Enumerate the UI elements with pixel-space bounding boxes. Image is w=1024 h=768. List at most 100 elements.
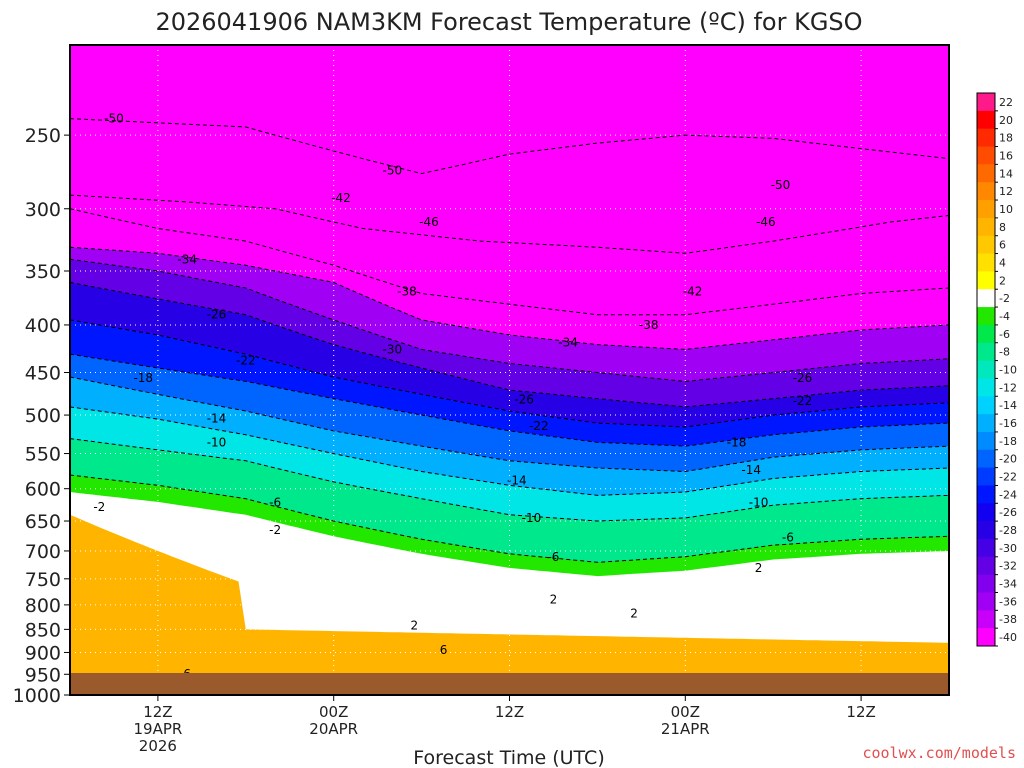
- credit-text: coolwx.com/models: [862, 744, 1016, 762]
- isotherm-label: -10: [522, 511, 542, 525]
- colorbar-label: 16: [999, 149, 1013, 162]
- x-tick-label: 00Z: [319, 703, 348, 721]
- plot-area: -50-50-50-42-46 -46-34-38 -42-26-38-34-30-…: [70, 45, 949, 695]
- isotherm--50: [70, 118, 949, 175]
- colorbar-swatch: [977, 538, 995, 558]
- colorbar-swatch: [977, 164, 995, 183]
- colorbar-swatch: [977, 556, 995, 576]
- chart-title: 2026041906 NAM3KM Forecast Temperature (…: [155, 8, 862, 36]
- x-tick-label: 00Z: [671, 703, 700, 721]
- band--16: [70, 377, 949, 496]
- isotherm-label: -10: [207, 435, 227, 449]
- colorbar-label: -12: [999, 381, 1017, 394]
- band--8: [70, 438, 949, 563]
- x-tick-label: 12Z: [846, 703, 875, 721]
- colorbar-label: -38: [999, 613, 1017, 626]
- colorbar-label: 8: [999, 221, 1006, 234]
- y-tick-label: 900: [25, 642, 61, 664]
- isotherm-label: -42: [331, 191, 351, 205]
- isotherm-label: -26: [793, 371, 813, 385]
- isotherm-label: -50: [104, 112, 124, 126]
- colorbar-swatch: [977, 235, 995, 255]
- band--40: [70, 208, 949, 350]
- colorbar-label: 4: [999, 256, 1006, 269]
- isotherm-label: -18: [727, 435, 747, 449]
- colorbar-label: -32: [999, 560, 1017, 573]
- isotherm-label: -22: [236, 354, 256, 368]
- isotherm-label: -38: [639, 318, 659, 332]
- colorbar-label: -26: [999, 506, 1017, 519]
- isotherm-label: 6: [440, 643, 448, 657]
- x-tick-label: 12Z: [143, 703, 172, 721]
- x-tick-label: 12Z: [495, 703, 524, 721]
- y-tick-label: 850: [25, 619, 61, 641]
- colorbar-swatch: [977, 467, 995, 486]
- colorbar-label: -40: [999, 631, 1017, 644]
- colorbar-label: 22: [999, 96, 1013, 109]
- isotherm-label: -34: [177, 252, 197, 266]
- colorbar-swatch: [977, 307, 995, 326]
- colorbar-swatch: [977, 574, 995, 593]
- colorbar-swatch: [977, 324, 995, 344]
- colorbar-label: 10: [999, 203, 1013, 216]
- colorbar-label: -10: [999, 364, 1017, 377]
- colorbar-label: -16: [999, 417, 1017, 430]
- y-tick-label: 1000: [13, 685, 61, 707]
- isotherm-label: -46: [419, 215, 439, 229]
- isotherm-label: -26: [514, 392, 534, 406]
- colorbar-label: 20: [999, 114, 1013, 127]
- colorbar-swatch: [977, 182, 995, 201]
- x-axis-title: Forecast Time (UTC): [413, 747, 604, 768]
- colorbar-label: 14: [999, 167, 1013, 180]
- isotherm--18: [70, 376, 949, 473]
- band--28: [70, 282, 949, 427]
- isotherm-labels: -50-50-50-42-46 -46-34-38 -42-26-38-34-30-…: [93, 112, 812, 681]
- y-tick-label: 300: [25, 199, 61, 221]
- isotherm-label: -42: [683, 284, 703, 298]
- colorbar-swatch: [977, 110, 995, 130]
- colorbar-label: -30: [999, 542, 1017, 555]
- isotherm-label: -22: [793, 394, 813, 408]
- band--44: [70, 195, 949, 315]
- colorbar-label: -14: [999, 399, 1017, 412]
- isotherm-label: -34: [558, 336, 578, 350]
- colorbar-label: 18: [999, 132, 1013, 145]
- isotherm--46: [70, 194, 949, 254]
- y-tick-label: 500: [25, 405, 61, 427]
- colorbar-label: -18: [999, 435, 1017, 448]
- y-tick-label: 550: [25, 444, 61, 466]
- y-tick-label: 750: [25, 569, 61, 591]
- isotherm-label: -14: [741, 463, 761, 477]
- isotherm-label: 2: [755, 561, 763, 575]
- colorbar-swatch: [977, 414, 995, 433]
- colorbar-swatch: [977, 431, 995, 451]
- colorbar-swatch: [977, 396, 995, 415]
- isotherm-label: -2: [93, 500, 105, 514]
- isotherm-label: -10: [749, 496, 769, 510]
- colorbar-swatch: [977, 253, 995, 272]
- y-tick-label: 250: [25, 125, 61, 147]
- colorbar-label: -20: [999, 453, 1017, 466]
- colorbar-swatch: [977, 449, 995, 469]
- isotherm-label: -6: [269, 496, 281, 510]
- colorbar-swatch: [977, 521, 995, 540]
- colorbar-swatch: [977, 271, 995, 290]
- colorbar-label: 6: [999, 239, 1006, 252]
- colorbar-swatch: [977, 378, 995, 397]
- isotherm-contours: [70, 118, 949, 563]
- isotherm-label: -50: [382, 164, 402, 178]
- y-tick-label: 800: [25, 595, 61, 617]
- isotherm--6: [70, 474, 949, 563]
- isotherm--30: [70, 281, 949, 408]
- colorbar-label: -24: [999, 488, 1017, 501]
- isotherm--34: [70, 258, 949, 382]
- colorbar-label: -4: [999, 310, 1010, 323]
- colorbar-swatch: [977, 200, 995, 219]
- y-axis: 2503003504004505005506006507007508008509…: [13, 125, 70, 707]
- colorbar-swatch: [977, 342, 995, 362]
- colorbar-swatch: [977, 628, 995, 647]
- temperature-bands: [70, 45, 949, 695]
- y-tick-label: 700: [25, 541, 61, 563]
